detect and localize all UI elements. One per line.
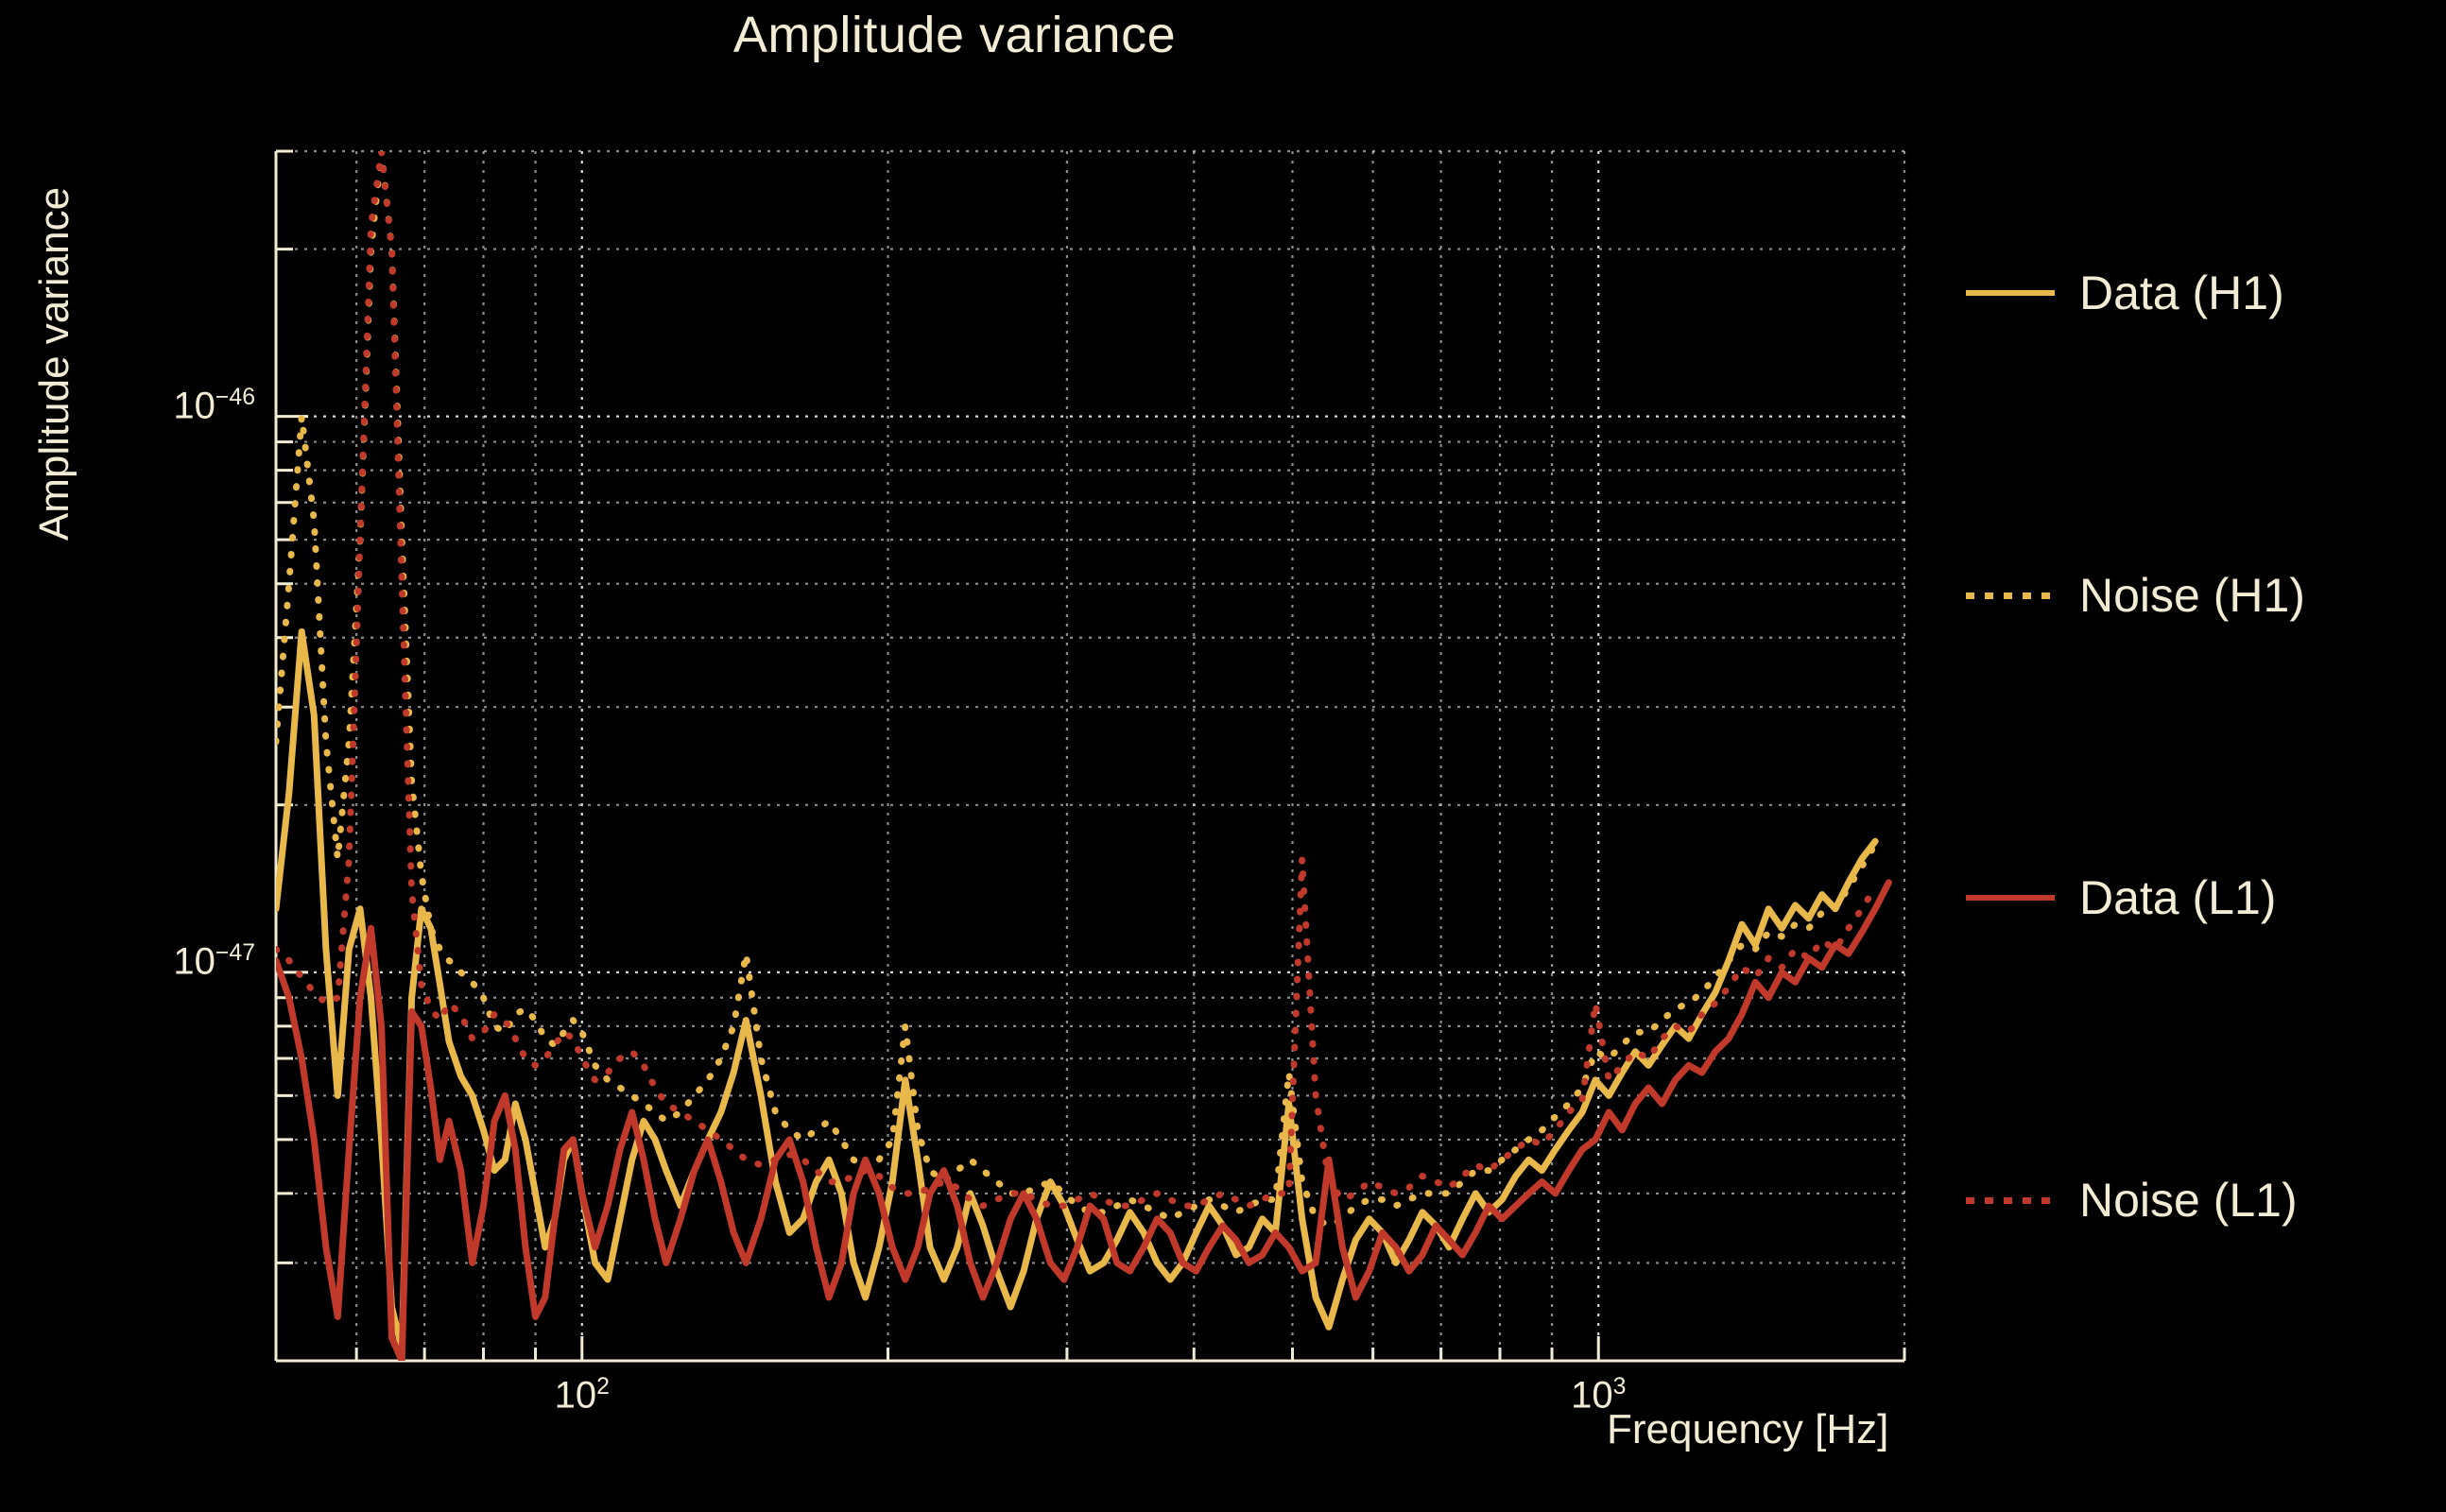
legend-item-data-l1[interactable]: Data (L1) (1966, 747, 2438, 1049)
legend-item-noise-l1[interactable]: Noise (L1) (1966, 1049, 2438, 1351)
series-2 (276, 879, 1892, 1361)
grid-lines (274, 149, 1906, 1363)
axis-tick: 103 (1571, 1374, 1627, 1417)
legend-swatch-icon (1966, 290, 2055, 296)
legend-item-noise-h1[interactable]: Noise (H1) (1966, 444, 2438, 747)
legend-label: Noise (H1) (2079, 569, 2305, 622)
page-title: Amplitude variance (732, 7, 1177, 63)
axis-tick: 10−47 (173, 939, 255, 983)
legend-label: Data (H1) (2079, 266, 2284, 319)
legend-swatch-icon (1966, 1196, 2055, 1204)
legend-swatch-icon (1966, 895, 2055, 901)
legend-item-data-h1[interactable]: Data (H1) (1966, 142, 2438, 444)
axis-tick: 10−46 (173, 384, 255, 426)
axis-tick: 102 (554, 1374, 610, 1417)
series-0 (276, 627, 1879, 1352)
chart-legend: Data (H1) Noise (H1) Data (L1) Noise (L1) (1966, 142, 2438, 1351)
legend-swatch-icon (1966, 592, 2055, 599)
legend-label: Noise (L1) (2079, 1174, 2298, 1227)
series-3 (276, 151, 1879, 1210)
x-axis-label: Frequency [Hz] (1607, 1406, 1889, 1452)
legend-label: Data (L1) (2079, 871, 2277, 924)
series-1 (276, 151, 1879, 1229)
series-group (276, 151, 1892, 1361)
